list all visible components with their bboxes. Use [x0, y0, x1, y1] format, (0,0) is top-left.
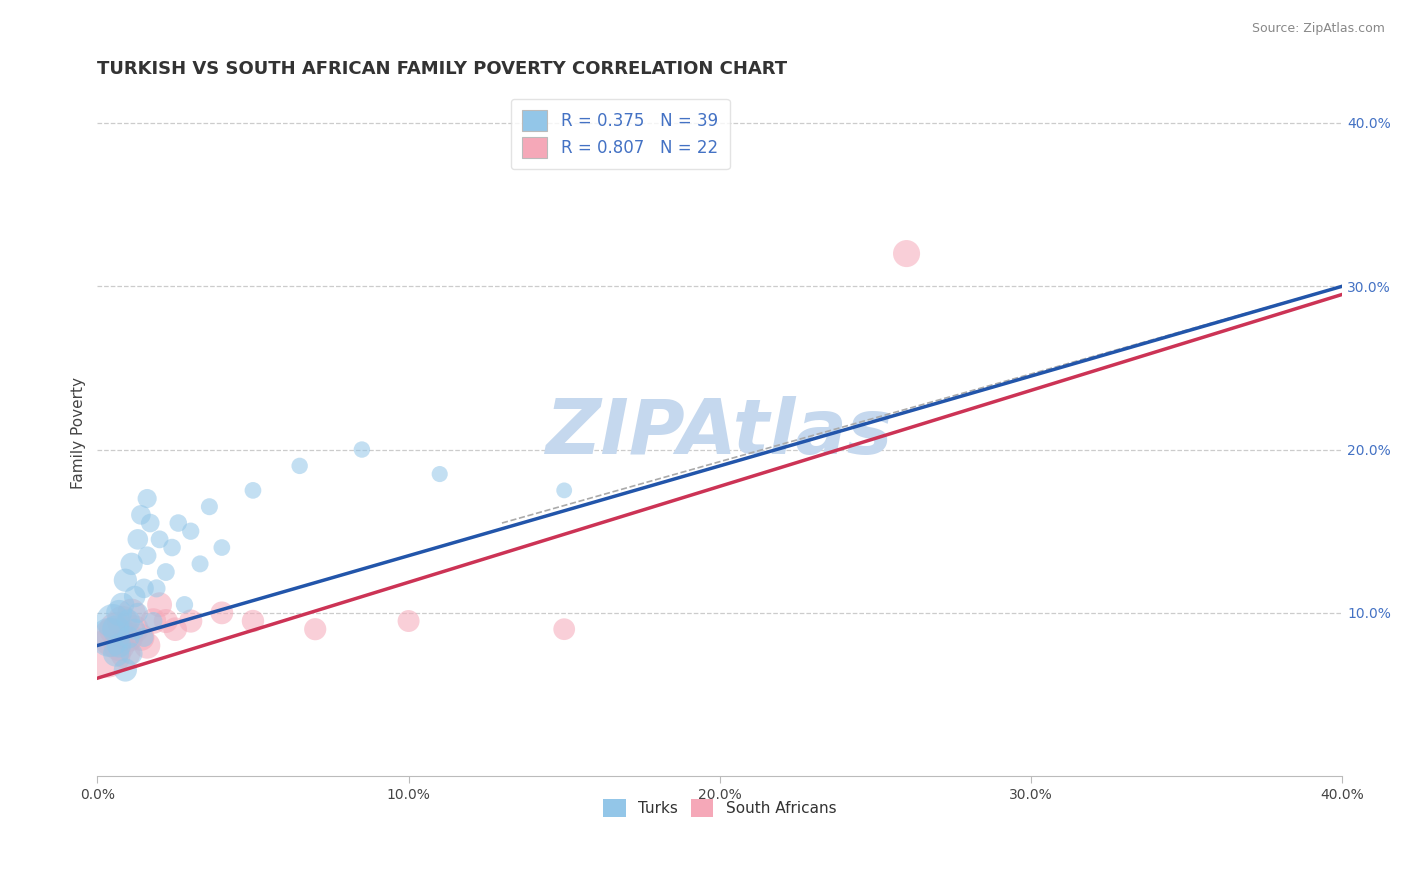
Point: [155, 614, 177, 628]
Point: [242, 614, 264, 628]
Point: [105, 647, 128, 661]
Point: [108, 639, 131, 653]
Point: [896, 246, 918, 260]
Point: [142, 614, 165, 628]
Point: [288, 458, 311, 473]
Point: [132, 631, 155, 645]
Point: [167, 516, 190, 530]
Point: [553, 483, 575, 498]
Point: [111, 614, 134, 628]
Point: [136, 549, 159, 563]
Point: [121, 557, 143, 571]
Point: [136, 639, 159, 653]
Point: [111, 598, 134, 612]
Point: [114, 663, 136, 677]
Point: [429, 467, 451, 481]
Point: [180, 524, 202, 539]
Point: [211, 606, 233, 620]
Point: [211, 541, 233, 555]
Point: [117, 631, 139, 645]
Point: [114, 573, 136, 587]
Point: [117, 614, 139, 628]
Point: [105, 622, 128, 636]
Point: [304, 622, 326, 636]
Point: [173, 598, 195, 612]
Point: [242, 483, 264, 498]
Point: [124, 622, 146, 636]
Point: [132, 582, 155, 596]
Point: [180, 614, 202, 628]
Point: [105, 622, 128, 636]
Point: [398, 614, 420, 628]
Point: [149, 533, 172, 547]
Text: ZIPAtlas: ZIPAtlas: [546, 396, 893, 470]
Point: [114, 647, 136, 661]
Point: [124, 622, 146, 636]
Point: [108, 639, 131, 653]
Point: [121, 647, 143, 661]
Point: [98, 631, 121, 645]
Text: TURKISH VS SOUTH AFRICAN FAMILY POVERTY CORRELATION CHART: TURKISH VS SOUTH AFRICAN FAMILY POVERTY …: [97, 60, 787, 78]
Point: [149, 598, 172, 612]
Point: [155, 565, 177, 579]
Point: [139, 516, 162, 530]
Point: [124, 590, 146, 604]
Point: [108, 606, 131, 620]
Point: [129, 508, 152, 522]
Point: [127, 533, 149, 547]
Point: [121, 606, 143, 620]
Legend: Turks, South Africans: Turks, South Africans: [598, 793, 842, 823]
Point: [96, 647, 118, 661]
Point: [350, 442, 373, 457]
Point: [127, 606, 149, 620]
Point: [129, 631, 152, 645]
Point: [101, 631, 124, 645]
Point: [101, 614, 124, 628]
Text: Source: ZipAtlas.com: Source: ZipAtlas.com: [1251, 22, 1385, 36]
Point: [160, 541, 183, 555]
Point: [142, 614, 165, 628]
Point: [188, 557, 211, 571]
Point: [117, 631, 139, 645]
Point: [136, 491, 159, 506]
Y-axis label: Family Poverty: Family Poverty: [72, 377, 86, 489]
Point: [145, 582, 167, 596]
Point: [198, 500, 221, 514]
Point: [165, 622, 187, 636]
Point: [553, 622, 575, 636]
